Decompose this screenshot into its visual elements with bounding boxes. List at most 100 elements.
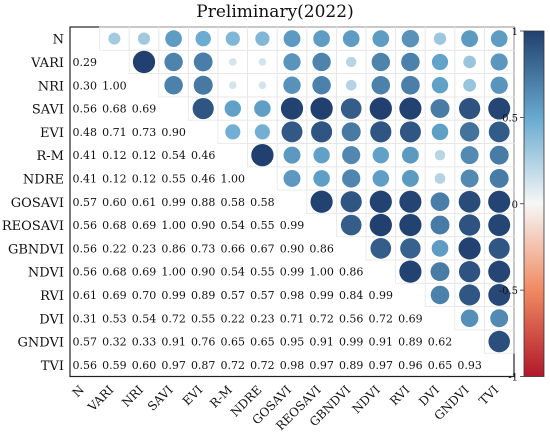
correlation-circle: [283, 169, 301, 187]
correlation-value: 0.98: [280, 359, 305, 372]
correlation-value: 0.69: [102, 289, 127, 302]
correlation-value: 0.93: [457, 359, 482, 372]
correlation-value: 0.56: [73, 242, 98, 255]
grid-cell: [483, 329, 515, 354]
correlation-circle: [399, 97, 422, 120]
correlation-value: 0.57: [250, 289, 275, 302]
correlation-value: 0.72: [161, 312, 186, 325]
row-label: GOSAVI: [11, 196, 64, 211]
correlation-circle: [312, 52, 331, 72]
correlation-circle: [459, 122, 480, 142]
correlation-value: 0.90: [280, 242, 305, 255]
column-label: RVI: [387, 383, 413, 409]
correlation-value: 0.23: [250, 312, 275, 325]
correlation-circle: [488, 330, 510, 353]
correlation-value: 0.62: [428, 336, 453, 349]
correlation-circle: [490, 53, 508, 71]
correlation-value: 0.99: [161, 289, 186, 302]
row-label: DVI: [39, 312, 64, 327]
row-label: NRI: [38, 79, 64, 94]
correlation-circle: [342, 169, 361, 188]
correlation-value: 0.56: [73, 266, 98, 279]
correlation-value: 0.72: [250, 359, 275, 372]
correlation-value: 0.57: [221, 289, 246, 302]
correlation-circle: [461, 30, 479, 48]
correlation-circle: [431, 123, 449, 141]
colorbar-tick-label: -0.5: [499, 286, 518, 297]
row-label: REOSAVI: [2, 219, 64, 234]
correlation-value: 0.54: [161, 149, 186, 162]
correlation-circle: [458, 97, 481, 120]
row-label: SAVI: [32, 103, 64, 118]
correlation-value: 0.58: [250, 196, 275, 209]
correlation-value: 0.73: [132, 126, 157, 139]
row-label: TVI: [41, 359, 64, 374]
correlation-circle: [192, 97, 214, 120]
column-label: TVI: [476, 383, 501, 408]
colorbar: [523, 30, 545, 377]
correlation-circle: [371, 75, 391, 95]
correlation-value: 0.71: [280, 312, 305, 325]
correlation-value: 0.91: [309, 336, 334, 349]
correlation-value: 0.29: [73, 56, 98, 69]
correlation-circle: [283, 146, 301, 164]
correlation-circle: [345, 56, 357, 68]
correlation-value: 0.12: [102, 149, 127, 162]
correlation-circle: [371, 52, 390, 72]
correlation-circle: [281, 121, 303, 143]
correlation-value: 0.99: [280, 219, 305, 232]
correlation-value: 0.22: [102, 242, 127, 255]
correlation-circle: [458, 190, 481, 213]
correlation-value: 0.58: [221, 196, 246, 209]
correlation-value: 0.86: [309, 242, 334, 255]
correlation-value: 0.86: [339, 266, 364, 279]
colorbar-tick-label: 1: [512, 27, 518, 38]
correlation-circle: [430, 285, 450, 305]
correlation-value: 0.69: [132, 266, 157, 279]
correlation-value: 0.57: [73, 196, 98, 209]
correlation-value: 0.65: [221, 336, 246, 349]
correlation-circle: [431, 53, 449, 71]
correlation-circle: [458, 261, 481, 283]
correlation-value: 0.69: [132, 219, 157, 232]
correlation-circle: [283, 76, 301, 94]
correlation-circle: [254, 100, 271, 117]
correlation-circle: [459, 284, 481, 306]
correlation-value: 0.46: [191, 149, 216, 162]
correlation-circle: [489, 168, 509, 188]
correlation-value: 0.54: [221, 266, 246, 279]
correlation-circle: [399, 121, 421, 143]
correlation-value: 0.61: [132, 196, 157, 209]
correlation-circle: [342, 30, 360, 47]
correlation-value: 0.60: [102, 196, 127, 209]
correlation-value: 1.00: [161, 266, 186, 279]
row-label: NDRE: [23, 172, 64, 187]
correlation-value: 0.12: [132, 149, 157, 162]
correlation-circle: [430, 262, 450, 282]
correlation-value: 0.66: [221, 242, 246, 255]
correlation-value: 0.95: [280, 336, 305, 349]
correlation-circle: [258, 81, 267, 90]
correlation-value: 0.91: [369, 336, 394, 349]
correlation-circle: [401, 146, 419, 164]
correlation-circle: [193, 75, 213, 95]
correlation-circle: [137, 32, 151, 45]
correlation-circle: [340, 191, 362, 213]
correlation-value: 0.71: [102, 126, 127, 139]
correlation-circle: [458, 237, 481, 260]
correlation-value: 0.72: [221, 359, 246, 372]
correlation-circle: [400, 238, 421, 259]
correlation-circle: [164, 75, 183, 95]
colorbar-tick-label: -1: [508, 373, 518, 384]
correlation-circle: [431, 77, 449, 94]
correlation-value: 0.98: [280, 289, 305, 302]
correlation-circle: [488, 237, 510, 259]
correlation-circle: [488, 284, 511, 306]
column-label: EVI: [180, 383, 206, 409]
correlation-circle: [228, 58, 237, 66]
correlation-value: 0.33: [132, 336, 157, 349]
correlation-circle: [372, 30, 390, 47]
correlation-value: 0.73: [191, 242, 216, 255]
column-label: NRI: [119, 383, 146, 410]
correlation-value: 0.55: [191, 312, 216, 325]
